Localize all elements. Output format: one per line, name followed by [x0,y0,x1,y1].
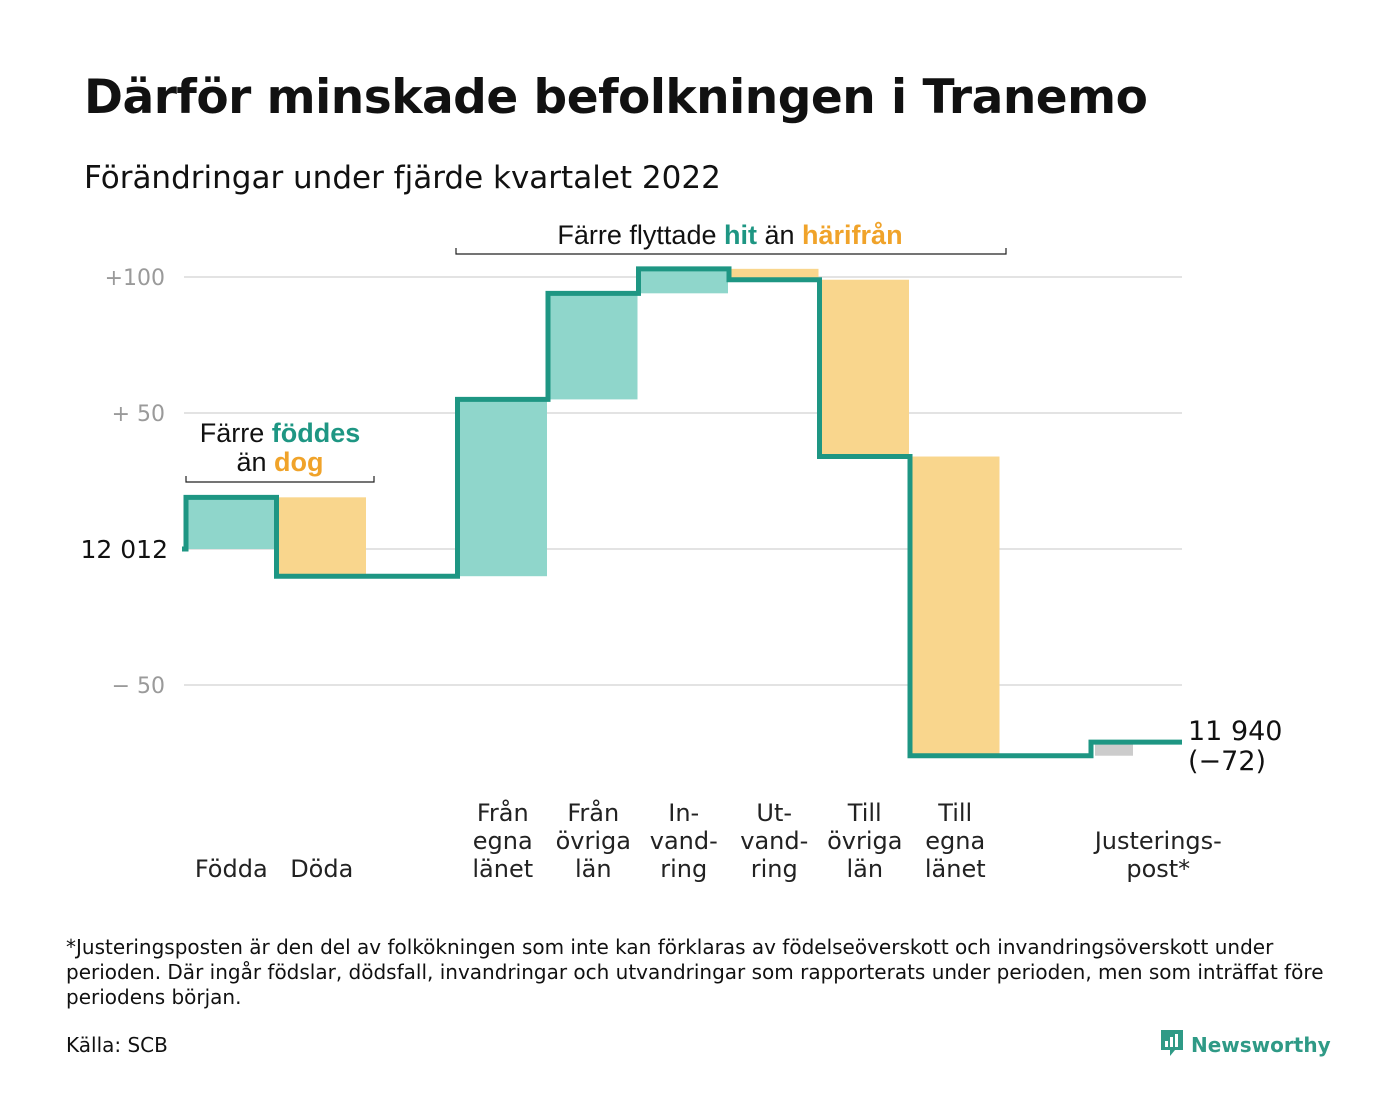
svg-text:Färre föddes: Färre föddes [200,418,361,448]
bar-in [639,268,728,294]
start-value-label: 12 012 [81,535,168,564]
bar-out [730,268,819,280]
births-annotation-pre: Färre [200,418,272,448]
newsworthy-logo-text: Newsworthy [1191,1033,1331,1057]
grid-lines [184,276,1182,686]
bar-out [277,497,366,577]
running-total-line [182,266,1182,759]
category-label: Från övriga län [556,798,631,883]
source-note: Källa: SCB [66,1033,168,1057]
end-change-label: (−72) [1188,746,1266,777]
newsworthy-logo[interactable]: Newsworthy [1159,1028,1331,1062]
y-tick-label: + 50 [112,402,165,427]
moves-annotation-mid: än [757,220,802,250]
bar-in [187,497,276,549]
bar-adjust [1095,742,1133,756]
bars [187,268,1133,756]
category-label: Från egna länet [472,798,533,883]
chart-title: Därför minskade befolkningen i Tranemo [84,70,1148,125]
y-tick-label: − 50 [112,674,165,699]
moves-annotation-hit: hit [724,220,757,250]
end-label: 11 940 (−72) [1188,716,1282,777]
births-annotation-highlight2: dog [274,447,323,477]
chart-subtitle: Förändringar under fjärde kvartalet 2022 [84,160,721,196]
moves-annotation-pre: Färre flyttade [557,220,724,250]
y-tick-label: +100 [105,266,165,291]
waterfall-chart: +100 + 50 − 50 12 012 Födda Döda Från egna läne… [81,220,1283,883]
running-total-path [182,266,1182,759]
births-annotation-highlight: föddes [272,418,361,448]
category-label: Döda [290,855,353,883]
bar-out [820,279,909,457]
y-axis: +100 + 50 − 50 12 012 [81,266,168,699]
births-bracket [185,476,375,483]
births-annotation-pre2: än [236,447,274,477]
moves-annotation-harifran: härifrån [802,220,903,250]
svg-text:än dog: än dog [236,447,323,477]
moves-bracket [455,248,1007,255]
bar-in [549,293,638,400]
footnote: *Justeringsposten är den del av folkökni… [66,935,1324,1009]
category-label: Till egna länet [925,799,986,883]
moves-annotation: Färre flyttade hit än härifrån [455,220,1007,255]
category-label: Ut-vand-ring [740,799,808,883]
category-label: In-vand-ring [650,799,718,883]
newsworthy-logo-icon [1159,1028,1185,1062]
category-label: Födda [195,855,268,883]
end-value-label: 11 940 [1188,716,1282,747]
bar-in [458,399,547,577]
category-label: Justerings-post* [1093,827,1222,883]
bar-out [911,456,1000,756]
svg-text:Färre flyttade hit än härifrån: Färre flyttade hit än härifrån [557,220,902,250]
category-labels: Födda Döda Från egna länet Från övriga län In-va… [195,798,1222,883]
births-annotation: Färre föddes än dog [185,418,375,483]
category-label: Till övriga län [827,799,902,883]
